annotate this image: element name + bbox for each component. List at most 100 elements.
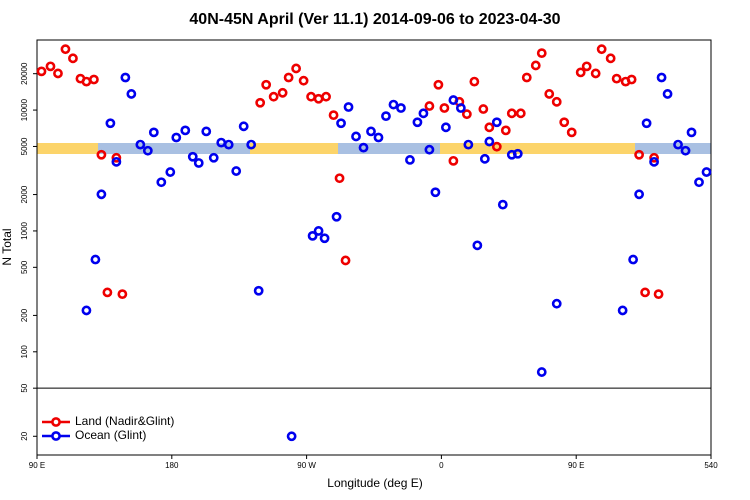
legend-marker [51, 431, 61, 441]
point [628, 254, 639, 265]
point [521, 72, 532, 83]
land-strip [250, 143, 338, 154]
point [544, 89, 555, 99]
point [673, 139, 683, 150]
y-tick-label: 5000 [20, 137, 29, 155]
y-axis-label: N Total [0, 228, 14, 265]
point [491, 141, 502, 152]
y-tick-label: 100 [20, 345, 29, 359]
point [331, 211, 342, 222]
point [536, 367, 547, 377]
point [90, 254, 101, 265]
point [283, 72, 294, 83]
point [626, 74, 637, 85]
point [268, 91, 279, 102]
point [334, 173, 345, 184]
point [686, 127, 697, 138]
x-tick-label: 90 E [568, 461, 584, 470]
point [255, 97, 266, 108]
point [111, 152, 122, 163]
point [45, 61, 56, 72]
point [478, 104, 489, 114]
point [680, 145, 691, 156]
point [412, 117, 423, 128]
point [433, 79, 444, 90]
point [469, 76, 480, 87]
legend-label: Land (Nadir&Glint) [75, 414, 174, 428]
point [96, 189, 107, 200]
point [640, 287, 650, 298]
point [135, 139, 146, 150]
point [201, 126, 212, 137]
point [634, 149, 645, 160]
point [307, 230, 318, 241]
point [649, 156, 659, 167]
y-tick-label: 20 [20, 431, 29, 440]
point [424, 101, 435, 111]
point [590, 68, 601, 79]
x-axis-label: Longitude (deg E) [327, 476, 422, 490]
point [373, 132, 384, 143]
surface-strip [37, 143, 711, 154]
point [319, 233, 330, 244]
point [484, 136, 495, 147]
point [208, 152, 219, 163]
legend-marker [51, 417, 61, 427]
point [193, 158, 204, 168]
point [596, 44, 607, 55]
point [231, 166, 242, 176]
x-tick-label: 0 [439, 461, 444, 470]
point [605, 53, 616, 64]
point [102, 287, 113, 298]
point [649, 152, 659, 163]
x-tick-label: 540 [704, 461, 718, 470]
point [165, 167, 176, 177]
point [148, 127, 159, 138]
point [328, 110, 339, 121]
point [313, 226, 324, 236]
point [551, 96, 562, 107]
point [117, 289, 128, 300]
legend-item: Land (Nadir&Glint) [42, 414, 174, 428]
point [491, 117, 502, 128]
point [611, 73, 622, 84]
point [559, 117, 570, 128]
point [439, 103, 450, 113]
point [381, 111, 391, 122]
y-tick-label: 500 [20, 260, 29, 274]
point [581, 61, 592, 72]
point [448, 95, 459, 105]
point [321, 91, 331, 102]
point [396, 103, 406, 113]
point [89, 74, 99, 85]
point [440, 122, 451, 133]
point [187, 151, 198, 162]
point [126, 89, 137, 99]
point [551, 298, 562, 309]
legend-label: Ocean (Glint) [75, 428, 146, 442]
point [536, 48, 547, 59]
point [96, 149, 107, 160]
point [430, 187, 441, 198]
point [653, 289, 664, 300]
chart-title: 40N-45N April (Ver 11.1) 2014-09-06 to 2… [189, 11, 560, 28]
point [484, 122, 495, 133]
y-tick-label: 20000 [20, 62, 29, 85]
point [216, 137, 227, 148]
point [530, 60, 541, 71]
point [515, 108, 526, 119]
point [120, 72, 131, 83]
point [105, 118, 116, 129]
y-tick-label: 10000 [20, 98, 29, 121]
point [506, 108, 517, 119]
point [306, 91, 316, 102]
point [313, 93, 324, 104]
point [388, 99, 399, 110]
point [81, 305, 92, 316]
point [298, 75, 309, 86]
point [223, 139, 234, 150]
x-tick-label: 90 W [297, 461, 316, 470]
point [246, 139, 257, 150]
ocean-strip [98, 143, 250, 154]
